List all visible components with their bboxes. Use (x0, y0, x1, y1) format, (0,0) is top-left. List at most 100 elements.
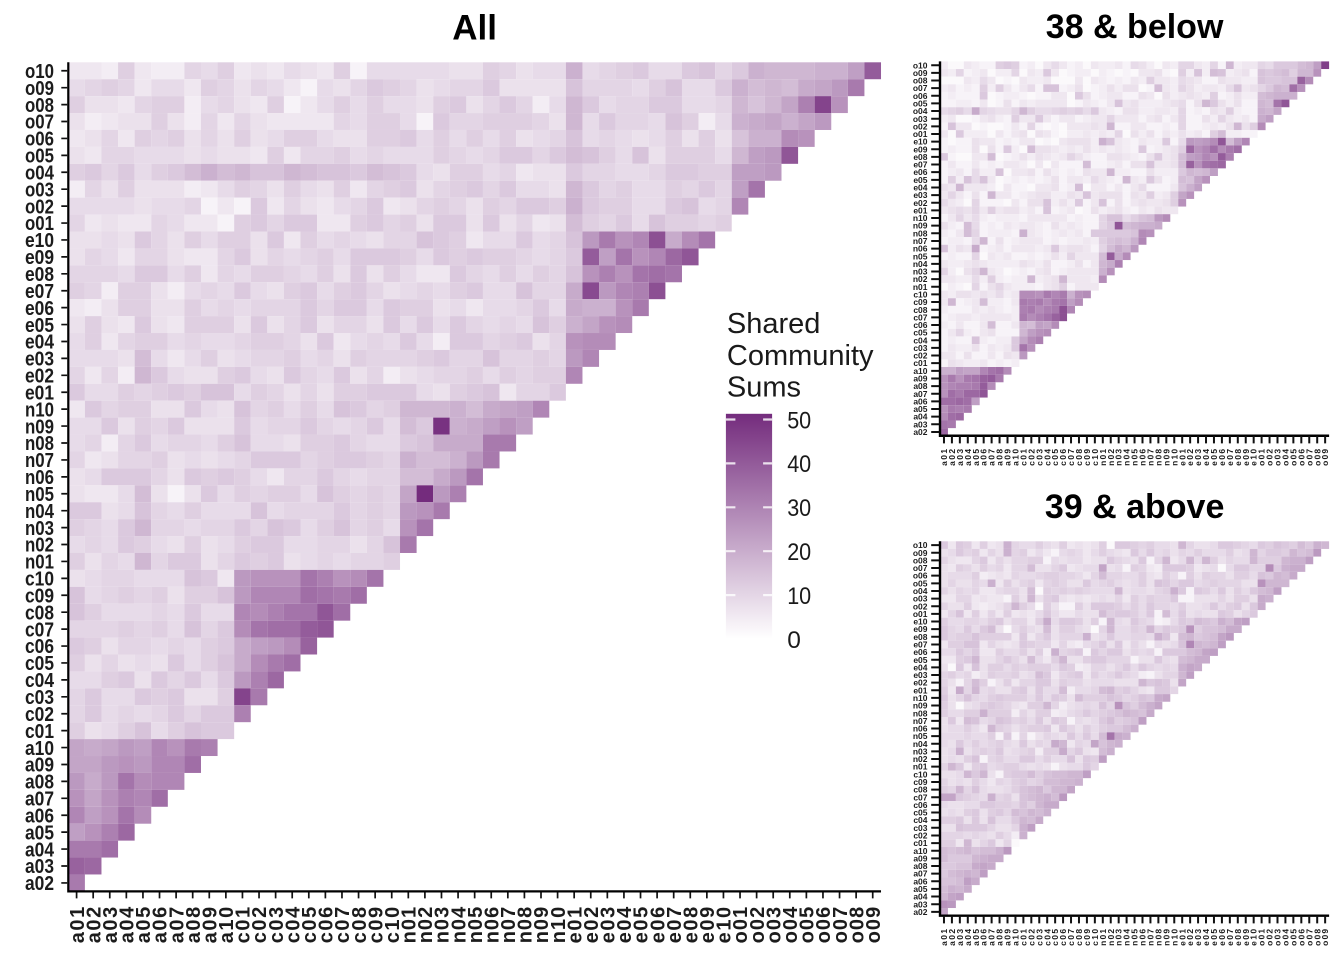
svg-text:e04: e04 (25, 332, 55, 354)
svg-text:o04: o04 (913, 106, 928, 116)
svg-text:c03: c03 (913, 823, 927, 833)
svg-text:n08: n08 (1153, 929, 1163, 946)
svg-text:e07: e07 (1225, 929, 1235, 946)
svg-text:o03: o03 (1273, 929, 1283, 946)
svg-text:o04: o04 (25, 162, 55, 184)
svg-text:c04: c04 (25, 670, 55, 692)
svg-text:c04: c04 (1042, 929, 1052, 946)
svg-text:n09: n09 (913, 221, 928, 231)
svg-text:n02: n02 (1106, 929, 1116, 946)
svg-text:n06: n06 (1138, 449, 1148, 466)
svg-text:n08: n08 (25, 433, 54, 455)
svg-text:c05: c05 (1050, 929, 1060, 946)
svg-text:n02: n02 (913, 754, 928, 764)
svg-text:e06: e06 (1217, 929, 1227, 946)
svg-text:e10: e10 (913, 137, 927, 147)
svg-text:n03: n03 (1114, 449, 1124, 466)
svg-text:n07: n07 (913, 236, 928, 246)
svg-text:o06: o06 (25, 129, 54, 151)
svg-text:e06: e06 (913, 167, 927, 177)
svg-text:30: 30 (787, 495, 811, 522)
svg-text:e09: e09 (1241, 929, 1251, 946)
svg-text:a03: a03 (25, 856, 54, 878)
svg-text:o09: o09 (913, 548, 928, 558)
svg-text:o08: o08 (25, 95, 54, 117)
svg-text:e01: e01 (913, 205, 927, 215)
svg-text:a03: a03 (913, 899, 927, 909)
svg-text:n10: n10 (1169, 929, 1179, 946)
svg-text:e01: e01 (25, 382, 54, 404)
svg-text:o01: o01 (1257, 449, 1267, 466)
svg-text:a03: a03 (955, 449, 965, 466)
svg-text:a06: a06 (25, 805, 54, 827)
svg-text:n03: n03 (432, 907, 454, 944)
svg-text:a09: a09 (199, 907, 221, 944)
svg-text:n06: n06 (913, 724, 928, 734)
svg-text:a09: a09 (913, 374, 927, 384)
svg-text:a01: a01 (939, 449, 949, 466)
svg-text:c03: c03 (1034, 929, 1044, 946)
svg-text:e03: e03 (1193, 449, 1203, 466)
svg-text:o02: o02 (913, 121, 928, 131)
svg-text:o09: o09 (25, 78, 54, 100)
svg-text:c06: c06 (316, 907, 338, 944)
svg-text:e02: e02 (913, 198, 927, 208)
svg-text:c10: c10 (913, 769, 927, 779)
svg-text:o07: o07 (1304, 929, 1314, 946)
svg-text:o07: o07 (830, 907, 852, 944)
svg-text:a02: a02 (947, 929, 957, 946)
svg-text:a06: a06 (913, 396, 927, 406)
svg-text:e09: e09 (913, 624, 927, 634)
svg-text:n01: n01 (1098, 449, 1108, 466)
svg-text:a04: a04 (913, 412, 927, 422)
svg-text:50: 50 (787, 407, 811, 434)
svg-text:c09: c09 (913, 297, 927, 307)
svg-text:e04: e04 (614, 906, 636, 943)
svg-text:o01: o01 (25, 213, 54, 235)
svg-text:o07: o07 (913, 563, 928, 573)
svg-text:o10: o10 (913, 60, 928, 70)
svg-text:10: 10 (787, 583, 811, 610)
svg-text:n05: n05 (465, 907, 487, 944)
svg-text:e01: e01 (564, 907, 586, 944)
svg-text:n10: n10 (548, 907, 570, 944)
svg-text:e01: e01 (1177, 449, 1187, 466)
svg-text:a09: a09 (25, 755, 54, 777)
svg-text:o08: o08 (846, 907, 868, 944)
svg-text:e10: e10 (1249, 929, 1259, 946)
svg-text:o08: o08 (913, 76, 928, 86)
svg-text:a08: a08 (913, 861, 927, 871)
svg-text:a02: a02 (25, 873, 54, 895)
svg-text:o04: o04 (1280, 929, 1290, 946)
svg-text:a03: a03 (955, 929, 965, 946)
svg-text:a07: a07 (25, 789, 54, 811)
svg-text:e08: e08 (1233, 929, 1243, 946)
svg-text:a04: a04 (963, 449, 973, 466)
svg-text:c01: c01 (1018, 929, 1028, 946)
svg-text:n02: n02 (913, 274, 928, 284)
svg-text:e02: e02 (913, 678, 927, 688)
svg-text:c05: c05 (913, 328, 927, 338)
svg-text:e10: e10 (25, 230, 54, 252)
svg-text:n06: n06 (1138, 929, 1148, 946)
svg-text:c04: c04 (913, 815, 927, 825)
svg-text:a08: a08 (995, 929, 1005, 946)
svg-text:n01: n01 (25, 552, 54, 574)
svg-text:a04: a04 (963, 929, 973, 946)
svg-text:o01: o01 (730, 907, 752, 944)
svg-text:o04: o04 (913, 586, 928, 596)
svg-text:a03: a03 (100, 907, 122, 944)
svg-text:n09: n09 (531, 907, 553, 944)
svg-text:c06: c06 (913, 800, 927, 810)
svg-text:n01: n01 (1098, 929, 1108, 946)
svg-text:c03: c03 (25, 687, 54, 709)
svg-text:e04: e04 (913, 662, 927, 672)
svg-text:o06: o06 (913, 91, 928, 101)
svg-text:n10: n10 (913, 693, 928, 703)
svg-text:o05: o05 (1288, 449, 1298, 466)
svg-text:c09: c09 (913, 777, 927, 787)
svg-text:c10: c10 (25, 569, 54, 591)
svg-text:e05: e05 (1209, 449, 1219, 466)
svg-text:a10: a10 (913, 846, 927, 856)
svg-text:a07: a07 (987, 929, 997, 946)
